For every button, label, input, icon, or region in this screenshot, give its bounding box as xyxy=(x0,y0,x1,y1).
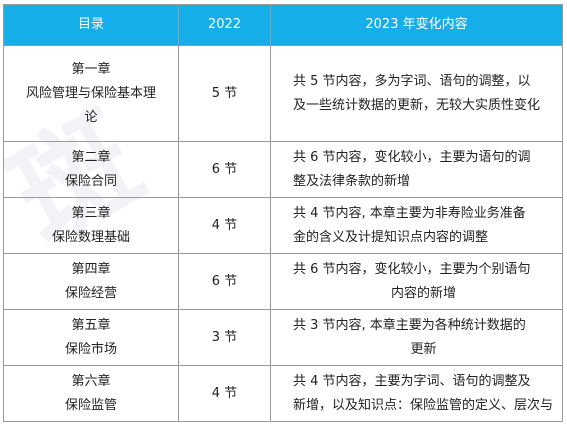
detail-line: 内容的新增 xyxy=(390,285,456,301)
chapter-cell: 第二章 保险合同 xyxy=(3,141,179,198)
header-2022: 2022 xyxy=(178,4,271,46)
detail-line: 共 4 节内容，主要为字词、语句的调整及 xyxy=(293,373,531,389)
table-row: 第五章 保险市场 3 节 共 3 节内容, 本章主要为各种统计数据的 更新 xyxy=(3,309,563,366)
section-count: 4 节 xyxy=(178,365,271,422)
header-2023-changes: 2023 年变化内容 xyxy=(270,4,563,46)
detail-line: 金的含义及计提知识点内容的调整 xyxy=(293,229,489,245)
chapter-number: 第三章 xyxy=(71,205,111,221)
change-detail: 共 5 节内容，多为字词、语句的调整，以 及一些统计数据的更新，无较大实质性变化 xyxy=(270,45,563,142)
table-row: 第三章 保险数理基础 4 节 共 4 节内容, 本章主要为非寿险业务准备 金的含… xyxy=(3,197,563,254)
chapter-title: 保险市场 xyxy=(64,341,117,357)
detail-line: 新增，以及知识点：保险监管的定义、层次与 xyxy=(293,397,554,413)
change-detail: 共 6 节内容，变化较小，主要为个别语句 内容的新增 xyxy=(270,253,563,310)
comparison-table: 目录 2022 2023 年变化内容 第一章 风险管理与保险基本理 论 5 节 … xyxy=(3,4,563,422)
table-header-row: 目录 2022 2023 年变化内容 xyxy=(3,4,563,46)
detail-line: 共 4 节内容, 本章主要为非寿险业务准备 xyxy=(293,205,526,221)
chapter-title: 保险数理基础 xyxy=(51,229,130,245)
change-detail: 共 6 节内容，变化较小，主要为语句的调 整及法律条款的新增 xyxy=(270,141,563,198)
table-row: 第一章 风险管理与保险基本理 论 5 节 共 5 节内容，多为字词、语句的调整，… xyxy=(3,45,563,142)
section-count: 4 节 xyxy=(178,197,271,254)
change-detail: 共 4 节内容, 本章主要为非寿险业务准备 金的含义及计提知识点内容的调整 xyxy=(270,197,563,254)
detail-line: 共 6 节内容，变化较小，主要为个别语句 xyxy=(293,261,531,277)
detail-line: 更新 xyxy=(410,341,437,357)
detail-line: 共 3 节内容, 本章主要为各种统计数据的 xyxy=(293,317,526,333)
chapter-title: 风险管理与保险基本理 xyxy=(25,85,156,101)
chapter-cell: 第一章 风险管理与保险基本理 论 xyxy=(3,45,179,142)
chapter-title: 保险合同 xyxy=(64,173,117,189)
chapter-number: 第五章 xyxy=(71,317,111,333)
chapter-cell: 第五章 保险市场 xyxy=(3,309,179,366)
detail-line: 共 6 节内容，变化较小，主要为语句的调 xyxy=(293,149,531,165)
detail-line: 整及法律条款的新增 xyxy=(293,173,411,189)
chapter-number: 第一章 xyxy=(71,61,111,77)
section-count: 3 节 xyxy=(178,309,271,366)
table-row: 第二章 保险合同 6 节 共 6 节内容，变化较小，主要为语句的调 整及法律条款… xyxy=(3,141,563,198)
chapter-cell: 第六章 保险监管 xyxy=(3,365,179,422)
detail-line: 及一些统计数据的更新，无较大实质性变化 xyxy=(293,97,541,113)
chapter-title: 保险经营 xyxy=(64,285,117,301)
chapter-cell: 第四章 保险经营 xyxy=(3,253,179,310)
chapter-title: 论 xyxy=(84,109,98,125)
section-count: 6 节 xyxy=(178,141,271,198)
chapter-number: 第二章 xyxy=(71,149,111,165)
table-row: 第四章 保险经营 6 节 共 6 节内容，变化较小，主要为个别语句 内容的新增 xyxy=(3,253,563,310)
change-detail: 共 4 节内容，主要为字词、语句的调整及 新增，以及知识点：保险监管的定义、层次… xyxy=(270,365,563,422)
chapter-title: 保险监管 xyxy=(64,397,117,413)
chapter-number: 第六章 xyxy=(71,373,111,389)
section-count: 5 节 xyxy=(178,45,271,142)
change-detail: 共 3 节内容, 本章主要为各种统计数据的 更新 xyxy=(270,309,563,366)
detail-line: 共 5 节内容，多为字词、语句的调整，以 xyxy=(293,73,531,89)
table-row: 第六章 保险监管 4 节 共 4 节内容，主要为字词、语句的调整及 新增，以及知… xyxy=(3,365,563,422)
chapter-number: 第四章 xyxy=(71,261,111,277)
section-count: 6 节 xyxy=(178,253,271,310)
chapter-cell: 第三章 保险数理基础 xyxy=(3,197,179,254)
header-contents: 目录 xyxy=(3,4,179,46)
